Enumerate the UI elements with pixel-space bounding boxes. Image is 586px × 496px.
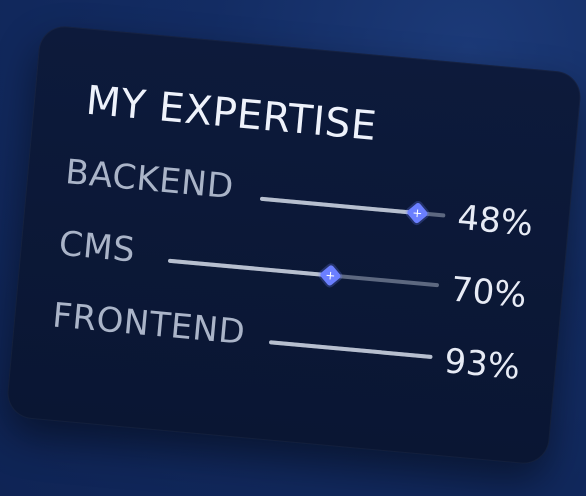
expertise-card: MY EXPERTISE BACKEND 48% CMS 70% FRONTEN… [5,24,583,466]
skill-label: BACKEND [63,152,236,208]
skill-slider-fill [268,340,433,359]
slider-thumb-plus-icon[interactable] [319,264,342,287]
skill-label: CMS [57,223,137,271]
card-title: MY EXPERTISE [84,77,379,150]
skill-slider-fill [167,258,331,278]
skill-slider-track[interactable] [268,340,433,359]
skill-value: 70% [449,269,529,317]
skill-slider-fill [259,196,418,216]
skill-label: FRONTEND [50,295,247,353]
skill-slider-track[interactable] [167,258,440,288]
skill-value: 48% [455,197,535,245]
skill-value: 93% [442,341,522,388]
slider-thumb-plus-icon[interactable] [406,201,429,225]
skill-slider-track[interactable] [259,196,446,225]
